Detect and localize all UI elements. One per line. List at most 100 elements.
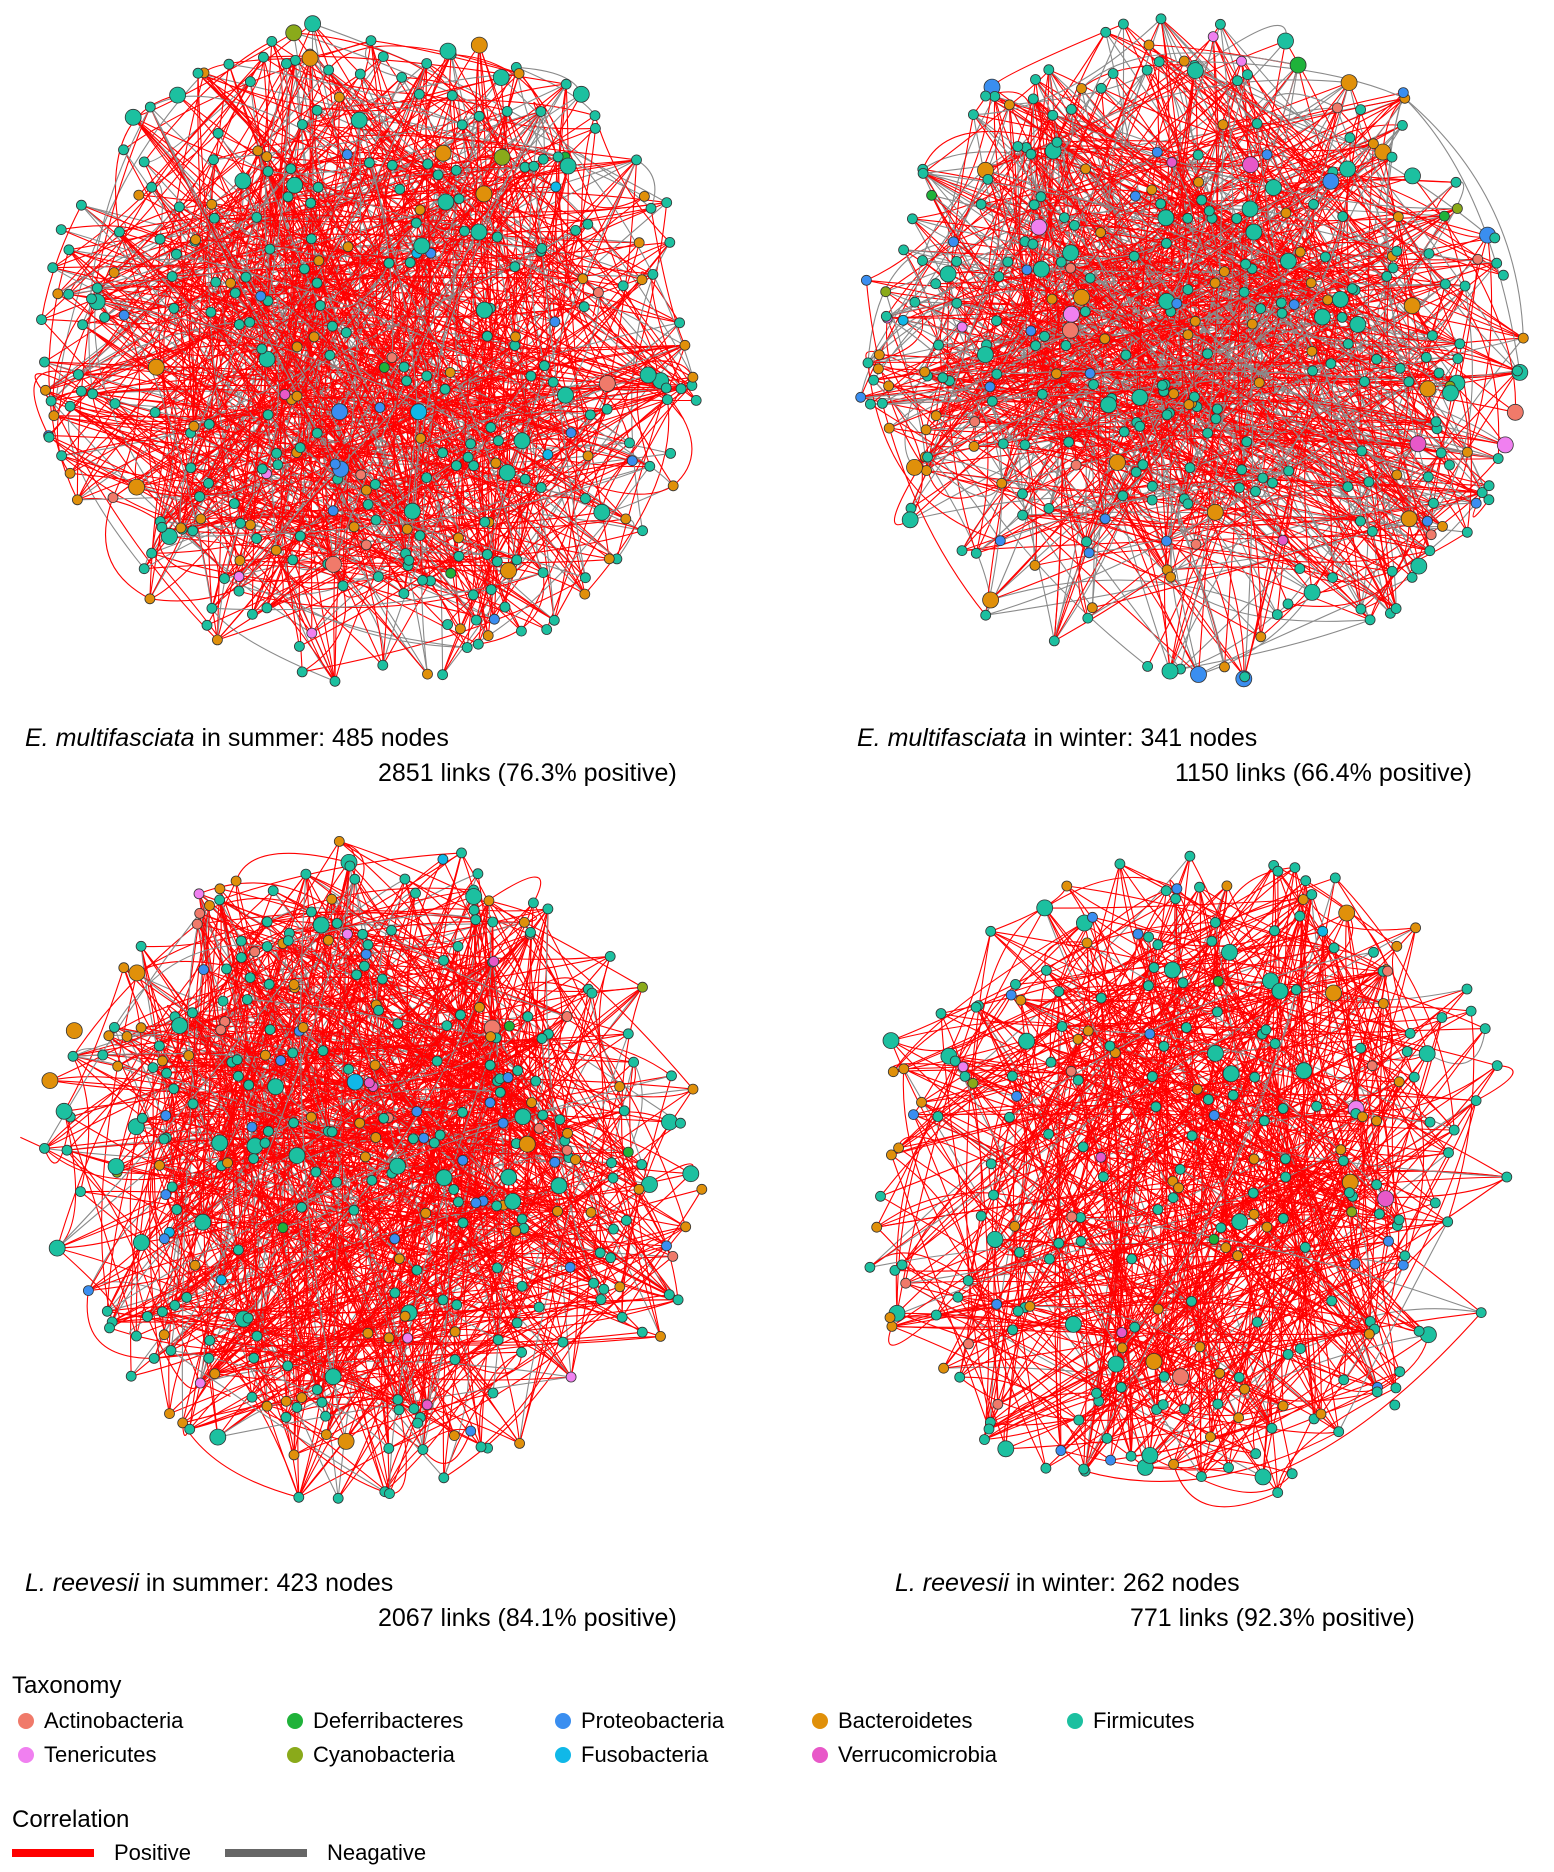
node-firmicutes xyxy=(1433,367,1445,379)
node-firmicutes xyxy=(267,1078,285,1096)
negative-edge xyxy=(246,168,292,297)
positive-edge xyxy=(1397,216,1472,533)
positive-edge xyxy=(484,432,572,523)
node-firmicutes xyxy=(465,438,477,450)
network-graph-lr-winter xyxy=(864,850,1514,1508)
negative-edge xyxy=(113,944,268,1028)
node-firmicutes xyxy=(417,1444,429,1455)
positive-edge xyxy=(461,852,615,1230)
positive-edge xyxy=(202,1016,568,1223)
negative-edge xyxy=(860,302,957,398)
node-fusobacteria xyxy=(437,853,449,865)
node-bacteroidetes xyxy=(40,384,51,396)
positive-edge xyxy=(219,899,491,1066)
positive-edge xyxy=(1032,64,1195,245)
node-firmicutes xyxy=(450,460,462,472)
caption-em-summer: E. multifasciata in summer: 485 nodes xyxy=(25,723,449,753)
positive-edge xyxy=(881,403,987,616)
node-firmicutes xyxy=(344,860,356,872)
positive-edge xyxy=(1122,495,1430,552)
node-firmicutes xyxy=(1420,351,1432,363)
positive-edge xyxy=(238,345,516,592)
node-bacteroidetes xyxy=(510,331,521,343)
positive-edge xyxy=(1100,1156,1378,1388)
node-firmicutes xyxy=(1153,56,1165,68)
node-firmicutes xyxy=(456,847,467,859)
positive-edge xyxy=(1062,1022,1415,1078)
node-firmicutes xyxy=(357,928,369,940)
node-firmicutes xyxy=(1146,480,1158,492)
node-bacteroidetes xyxy=(244,519,256,531)
node-firmicutes xyxy=(533,1301,545,1313)
node-firmicutes xyxy=(1344,132,1356,144)
positive-edge xyxy=(232,999,253,1398)
node-firmicutes xyxy=(525,370,537,382)
node-bacteroidetes xyxy=(636,274,648,286)
node-firmicutes xyxy=(461,642,473,653)
negative-edge xyxy=(67,406,145,570)
node-firmicutes xyxy=(1355,515,1366,527)
node-bacteroidetes xyxy=(1095,227,1107,238)
positive-edge xyxy=(1136,18,1170,423)
node-proteobacteria xyxy=(331,403,349,421)
node-firmicutes xyxy=(417,574,428,586)
node-firmicutes xyxy=(323,64,335,76)
node-firmicutes xyxy=(665,447,676,459)
node-firmicutes xyxy=(264,243,276,255)
node-bacteroidetes xyxy=(211,634,223,646)
positive-edge xyxy=(197,72,654,275)
positive-edge xyxy=(1148,44,1247,265)
negative-edge xyxy=(1189,262,1498,469)
positive-edge xyxy=(1025,147,1189,290)
node-firmicutes xyxy=(491,556,503,567)
negative-edge xyxy=(211,608,336,682)
node-firmicutes xyxy=(394,183,406,195)
node-firmicutes xyxy=(1491,257,1503,269)
node-firmicutes xyxy=(431,1055,443,1067)
positive-edge xyxy=(363,966,482,1448)
positive-edge xyxy=(242,977,289,1367)
negative-edge xyxy=(1179,24,1234,670)
node-firmicutes xyxy=(862,357,874,369)
node-firmicutes xyxy=(982,173,994,185)
caption-nodes: in summer: 423 nodes xyxy=(138,1569,394,1597)
node-firmicutes xyxy=(1349,316,1367,333)
node-firmicutes xyxy=(991,315,1002,327)
node-firmicutes xyxy=(582,218,594,230)
node-firmicutes xyxy=(73,369,84,380)
negative-edge xyxy=(1187,288,1313,352)
node-bacteroidetes xyxy=(360,484,372,496)
negative-edge xyxy=(985,491,1483,616)
node-bacteroidetes xyxy=(579,588,591,600)
node-bacteroidetes xyxy=(164,1408,175,1419)
node-firmicutes xyxy=(161,1067,173,1079)
positive-edge xyxy=(498,440,674,495)
positive-edge xyxy=(249,321,586,499)
positive-edge xyxy=(1048,507,1430,563)
node-firmicutes xyxy=(446,90,458,101)
node-firmicutes xyxy=(457,1106,468,1118)
node-bacteroidetes xyxy=(401,523,413,535)
node-firmicutes xyxy=(1068,219,1080,231)
node-firmicutes xyxy=(1202,427,1214,439)
positive-edge xyxy=(1166,283,1446,542)
caption-links-em-winter: 1150 links (66.4% positive) xyxy=(1175,759,1472,787)
node-firmicutes xyxy=(997,438,1009,450)
positive-edge xyxy=(43,1116,71,1164)
node-firmicutes xyxy=(366,1174,378,1186)
node-firmicutes xyxy=(448,1184,460,1195)
positive-edge xyxy=(1194,396,1363,452)
node-firmicutes xyxy=(393,1404,405,1416)
positive-edge xyxy=(252,407,381,615)
positive-edge xyxy=(253,1111,463,1359)
node-firmicutes xyxy=(251,1330,263,1342)
positive-edge xyxy=(72,1056,90,1192)
positive-edge xyxy=(108,1035,289,1367)
node-firmicutes xyxy=(109,398,121,410)
node-firmicutes xyxy=(97,1049,109,1061)
positive-edge xyxy=(161,111,508,528)
node-firmicutes xyxy=(991,368,1003,380)
node-actinobacteria xyxy=(249,946,261,958)
node-firmicutes xyxy=(45,395,57,407)
node-firmicutes xyxy=(1188,391,1200,403)
